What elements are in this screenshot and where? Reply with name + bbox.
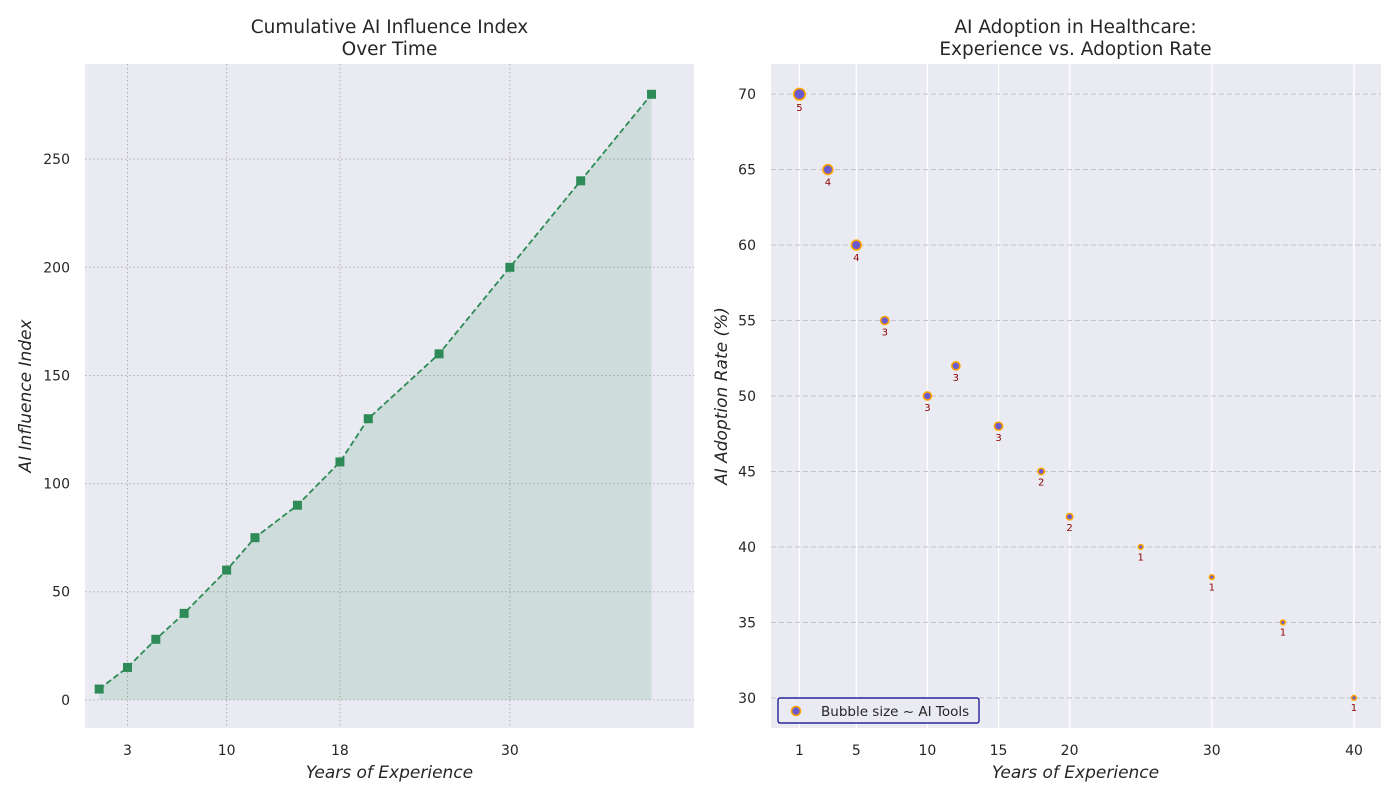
left-data-point [576, 176, 586, 186]
left-area-fill [99, 94, 652, 700]
right-bubble-label: 4 [853, 253, 859, 264]
right-y-tick-label: 40 [738, 540, 756, 556]
right-data-bubble [1350, 694, 1358, 701]
right-bubble-label: 1 [1351, 703, 1357, 714]
right-data-bubble [1037, 467, 1046, 476]
right-x-tick-label: 15 [990, 743, 1008, 759]
left-y-axis-label: AI Influence Index [16, 318, 36, 473]
right-data-bubble [922, 391, 933, 401]
right-data-bubble [1065, 512, 1074, 521]
left-data-point [505, 262, 515, 272]
left-y-ticks: 0 50 100 150 200 250 [43, 152, 70, 709]
left-chart: 3 10 18 30 0 50 100 150 200 250 Cumulative AI In… [16, 17, 694, 783]
right-bubble-label: 3 [995, 433, 1001, 444]
right-x-tick-label: 5 [852, 743, 861, 759]
left-data-point [151, 634, 161, 644]
right-title-line2: Experience vs. Adoption Rate [939, 39, 1211, 60]
left-data-point [647, 89, 657, 99]
right-x-tick-label: 1 [795, 743, 804, 759]
left-data-point [122, 662, 132, 672]
right-x-axis-label: Years of Experience [992, 763, 1159, 783]
left-x-ticks: 3 10 18 30 [123, 743, 519, 759]
left-x-axis-label: Years of Experience [306, 763, 473, 783]
right-y-axis-label: AI Adoption Rate (%) [712, 307, 732, 486]
left-data-point [250, 533, 260, 543]
right-data-bubble [993, 421, 1004, 432]
left-y-tick-label: 200 [43, 260, 70, 276]
right-y-tick-label: 35 [738, 615, 756, 631]
right-bubble-label: 2 [1038, 478, 1044, 489]
right-data-bubble [1137, 543, 1144, 551]
left-data-point [222, 565, 232, 575]
left-x-tick-label: 3 [123, 743, 132, 759]
right-point-labels: 5 4 4 3 3 3 3 2 2 1 1 1 1 [796, 103, 1357, 714]
left-data-point [292, 500, 302, 510]
right-y-tick-label: 55 [738, 314, 756, 330]
left-data-point [179, 608, 189, 618]
right-data-bubble [1208, 573, 1215, 581]
left-y-tick-label: 150 [43, 368, 70, 384]
left-x-tick-label: 10 [218, 743, 236, 759]
right-y-tick-label: 65 [738, 163, 756, 179]
right-bubble-label: 3 [882, 328, 888, 339]
right-x-ticks: 1 5 10 15 20 30 40 [795, 743, 1363, 759]
right-data-bubble [850, 239, 863, 251]
right-x-tick-label: 10 [918, 743, 936, 759]
legend: Bubble size ~ AI Tools [777, 697, 980, 724]
right-grid [771, 64, 1381, 728]
right-data-bubble [950, 360, 961, 371]
left-y-tick-label: 100 [43, 477, 70, 493]
right-data-bubble [1279, 619, 1287, 626]
right-y-ticks: 30 35 40 45 50 55 60 65 70 [738, 87, 756, 707]
right-y-tick-label: 30 [738, 691, 756, 707]
right-data-bubble [879, 315, 890, 326]
right-x-tick-label: 30 [1203, 743, 1221, 759]
legend-label: Bubble size ~ AI Tools [821, 704, 969, 720]
right-bubble-label: 3 [953, 373, 959, 384]
left-data-point [335, 457, 345, 467]
right-x-tick-label: 40 [1345, 743, 1363, 759]
left-title-line2: Over Time [342, 39, 438, 60]
right-y-tick-label: 45 [738, 464, 756, 480]
right-markers [792, 87, 1358, 701]
left-x-tick-label: 30 [501, 743, 519, 759]
left-y-tick-label: 0 [61, 693, 70, 709]
left-y-tick-label: 250 [43, 152, 70, 168]
left-title-line1: Cumulative AI Influence Index [251, 17, 529, 38]
right-bubble-label: 4 [825, 178, 831, 189]
left-grid [85, 64, 694, 728]
legend-box [777, 697, 980, 724]
left-data-point [434, 349, 444, 359]
right-bubble-label: 3 [924, 403, 930, 414]
right-bubble-label: 1 [1209, 582, 1215, 593]
left-markers [94, 89, 657, 694]
left-data-point [94, 684, 104, 694]
left-data-point [363, 414, 373, 424]
right-y-tick-label: 70 [738, 87, 756, 103]
right-data-bubble [792, 87, 806, 101]
right-bubble-label: 1 [1138, 552, 1144, 563]
right-data-bubble [822, 163, 834, 176]
left-x-tick-label: 18 [331, 743, 349, 759]
right-bubble-label: 5 [796, 103, 802, 114]
right-y-tick-label: 50 [738, 389, 756, 405]
right-title-line1: AI Adoption in Healthcare: [954, 17, 1196, 38]
right-y-tick-label: 60 [738, 238, 756, 254]
legend-marker [790, 705, 802, 717]
left-y-tick-label: 50 [52, 585, 70, 601]
right-bubble-label: 2 [1066, 523, 1072, 534]
right-x-tick-label: 20 [1061, 743, 1079, 759]
right-bubble-label: 1 [1280, 628, 1286, 639]
